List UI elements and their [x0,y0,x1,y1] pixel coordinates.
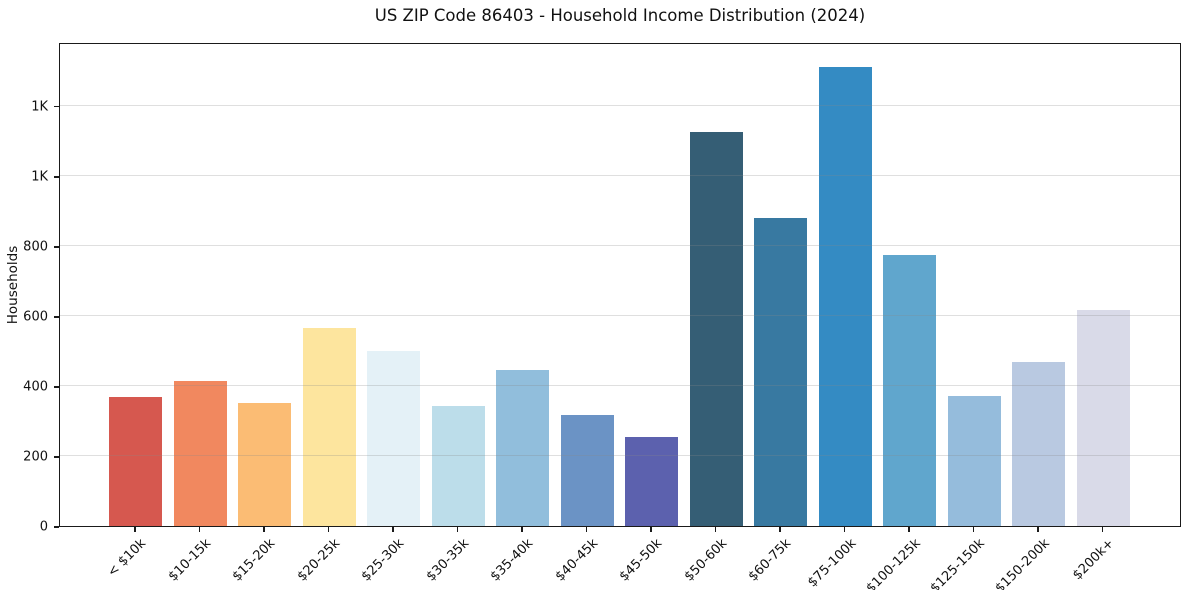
bar-30-35k [431,405,485,526]
bar-10-15k [173,380,227,526]
y-tick-mark [54,246,59,248]
gridline [60,245,1180,247]
x-tick-mark [521,527,523,532]
x-tick-mark [392,527,394,532]
bar-75-100k [818,66,872,526]
x-tick-mark [1101,527,1104,532]
bar-100-125k [883,255,937,526]
x-tick-mark [327,527,330,532]
y-tick-label: 400 [23,379,48,395]
bar-20-25k [302,328,356,526]
y-tick-mark [54,176,59,178]
bar-15-20k [238,402,292,526]
x-tick-mark [1037,527,1039,532]
bar-125-150k [947,396,1001,526]
x-tick-mark [263,527,265,532]
bar-50-60k [689,131,743,526]
y-tick-mark [54,105,59,108]
y-tick-mark [54,456,59,458]
y-tick-label: 600 [23,309,48,325]
bar-45-50k [625,436,679,526]
x-tick-mark [456,527,459,532]
x-tick-mark [972,527,975,532]
y-tick-mark [54,526,59,528]
x-tick-mark [843,527,846,532]
x-tick-mark [134,527,136,532]
bar-25-30k [367,350,421,526]
plot-area [59,43,1181,527]
gridline [60,455,1180,457]
y-tick-label: 1K [31,99,48,115]
y-tick-mark [54,316,59,318]
x-tick-mark [650,527,652,532]
chart-title: US ZIP Code 86403 - Household Income Dis… [374,6,866,25]
bar-40-45k [560,414,614,526]
gridline [60,105,1180,107]
gridline [60,385,1180,387]
gridline [60,175,1180,177]
y-tick-mark [54,386,59,388]
bar-35-40k [496,369,550,526]
bar-150-200k [1012,362,1066,526]
y-tick-label: 0 [39,519,48,535]
bar-200k [1076,310,1130,526]
bar-60-75k [754,217,808,526]
x-tick-mark [198,527,201,532]
x-tick-mark [779,527,781,532]
y-tick-label: 200 [23,449,48,465]
x-tick-mark [908,527,910,532]
gridline [60,315,1180,317]
x-tick-mark [714,527,717,532]
y-tick-label: 1K [31,169,48,185]
y-tick-label: 800 [23,239,48,255]
x-tick-mark [585,527,588,532]
bar-10k [109,396,163,526]
